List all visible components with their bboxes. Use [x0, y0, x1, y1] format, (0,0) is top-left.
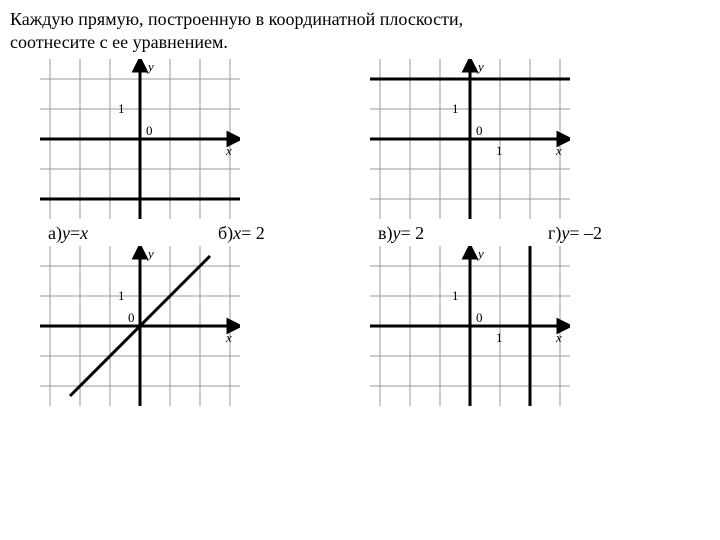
chart-bottom-right: 1 0 1 x y [370, 246, 570, 406]
x-axis-label: x [555, 143, 562, 158]
answer-b: б) x = 2 [218, 223, 378, 244]
question-line1: Каждую прямую, построенную в координатно… [10, 9, 463, 29]
tick-one: 1 [118, 101, 125, 116]
tick-one: 1 [118, 288, 125, 303]
answer-c: в) y = 2 [378, 223, 548, 244]
tick-one: 1 [452, 101, 459, 116]
origin-label: 0 [146, 123, 153, 138]
chart-top-left: 1 0 x y [40, 59, 240, 219]
x-axis-label: x [555, 330, 562, 345]
tick-one-x: 1 [496, 330, 503, 345]
origin-label: 0 [128, 310, 135, 325]
chart-top-right: 1 0 1 x y [370, 59, 570, 219]
chart-row-2: 1 0 x y 1 0 1 x y [40, 246, 710, 406]
y-axis-label: y [476, 246, 484, 261]
question-text: Каждую прямую, построенную в координатно… [10, 8, 710, 53]
y-axis-label: y [146, 59, 154, 74]
answer-row: а) y = x б) x = 2 в) y = 2 г) y = –2 [48, 223, 710, 244]
x-axis-label: x [225, 330, 232, 345]
answer-d: г) y = –2 [548, 223, 602, 244]
origin-label: 0 [476, 123, 483, 138]
tick-one-x: 1 [496, 143, 503, 158]
y-axis-label: y [146, 246, 154, 261]
tick-one: 1 [452, 288, 459, 303]
x-axis-label: x [225, 143, 232, 158]
y-axis-label: y [476, 59, 484, 74]
chart-bottom-left: 1 0 x y [40, 246, 240, 406]
question-line2: соотнесите с ее уравнением. [10, 32, 228, 52]
chart-row-1: 1 0 x y 1 0 1 x y [40, 59, 710, 219]
origin-label: 0 [476, 310, 483, 325]
answer-a: а) y = x [48, 223, 218, 244]
